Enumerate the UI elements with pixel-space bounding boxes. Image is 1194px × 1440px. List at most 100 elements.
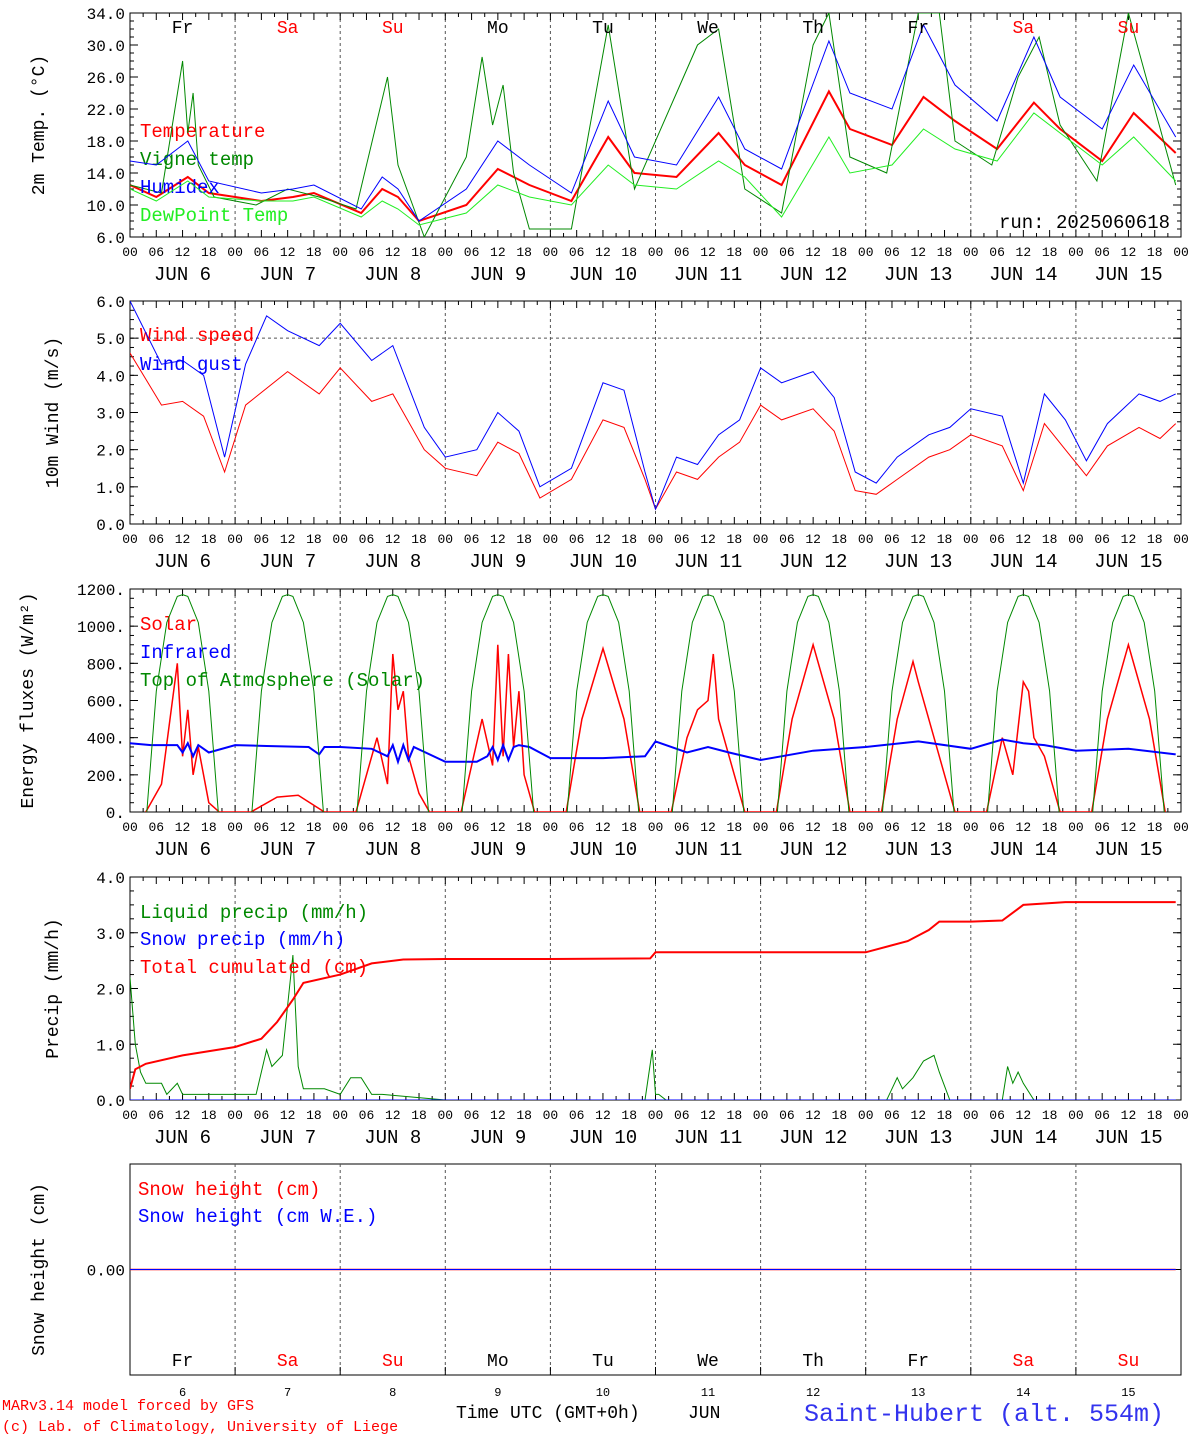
date-label: JUN 9	[469, 264, 526, 286]
date-label: JUN 13	[884, 839, 952, 861]
day-of-week-label: Sa	[1013, 1352, 1035, 1372]
hour-tick-label: 18	[937, 532, 953, 547]
hour-tick-label: 18	[516, 245, 532, 260]
hour-tick-label: 06	[254, 820, 270, 835]
date-label: JUN 11	[674, 264, 742, 286]
date-label: JUN 14	[989, 264, 1057, 286]
day-of-week-label: Fr	[172, 1352, 194, 1372]
y-axis-label: 2m Temp. (°C)	[30, 55, 50, 195]
legend-entry: Solar	[140, 614, 197, 636]
date-label: JUN 8	[364, 1127, 421, 1149]
hour-tick-label: 12	[910, 245, 926, 260]
day-of-week-label: We	[697, 19, 719, 39]
hour-tick-label: 18	[621, 532, 637, 547]
model-credit: MARv3.14 model forced by GFS	[2, 1398, 255, 1415]
hour-tick-label: 18	[832, 245, 848, 260]
hour-tick-label: 06	[359, 532, 375, 547]
series-line-top-of-atmosphere-solar	[987, 594, 1060, 812]
panel-2: 0.0 1.0 2.0 3.0 4.0 5.0 6.0 10m Wind (m/s) Wind …	[44, 294, 1189, 573]
hour-tick-label: 12	[595, 820, 611, 835]
hour-tick-label: 18	[727, 245, 743, 260]
x-axis-month: JUN	[688, 1404, 721, 1424]
date-label: JUN 15	[1094, 551, 1162, 573]
hour-tick-label: 12	[490, 820, 506, 835]
hour-tick-label: 12	[910, 532, 926, 547]
date-label: JUN 14	[989, 551, 1057, 573]
series-line-top-of-atmosphere-solar	[251, 594, 324, 812]
hour-tick-label: 00	[332, 245, 348, 260]
hour-tick-label: 18	[201, 820, 217, 835]
y-tick-label: 0.	[106, 805, 125, 823]
series-line-infrared	[130, 738, 1176, 766]
hour-tick-label: 12	[1016, 1108, 1032, 1123]
hour-tick-label: 06	[989, 1108, 1005, 1123]
hour-tick-label: 00	[1173, 1108, 1189, 1123]
hour-tick-label: 00	[227, 1108, 243, 1123]
hour-tick-label: 18	[411, 820, 427, 835]
hour-tick-label: 00	[227, 532, 243, 547]
date-label: JUN 15	[1094, 264, 1162, 286]
hour-tick-label: 00	[122, 1108, 138, 1123]
y-tick-label: 0.00	[87, 1263, 125, 1281]
series-line-wind-speed	[130, 352, 1177, 511]
hour-tick-label: 06	[884, 1108, 900, 1123]
hour-tick-label: 18	[1147, 245, 1163, 260]
hour-tick-label: 18	[1042, 1108, 1058, 1123]
hour-tick-label: 00	[543, 820, 559, 835]
date-label: JUN 9	[469, 839, 526, 861]
series-line-top-of-atmosphere-solar	[566, 594, 640, 812]
hour-tick-label: 00	[332, 532, 348, 547]
lab-credit: (c) Lab. of Climatology, University of L…	[2, 1419, 399, 1436]
hour-tick-label: 18	[832, 820, 848, 835]
hour-tick-label: 12	[595, 245, 611, 260]
hour-tick-label: 12	[280, 245, 296, 260]
hour-tick-label: 00	[858, 532, 874, 547]
hour-tick-label: 06	[254, 1108, 270, 1123]
hour-tick-label: 06	[1094, 245, 1110, 260]
hour-tick-label: 12	[490, 532, 506, 547]
date-label: JUN 7	[259, 1127, 316, 1149]
series-line-total-cumulated-cm	[130, 901, 1176, 1090]
legend-entry: Snow height (cm)	[138, 1179, 320, 1201]
hour-tick-label: 06	[1094, 1108, 1110, 1123]
y-axis-label: Energy fluxes (W/m²)	[19, 592, 39, 808]
y-tick-label: 800.	[87, 656, 125, 674]
y-tick-label: 400.	[87, 731, 125, 749]
date-label: JUN 12	[779, 839, 847, 861]
hour-tick-label: 06	[989, 245, 1005, 260]
date-label: JUN 6	[154, 1127, 211, 1149]
hour-tick-label: 12	[175, 532, 191, 547]
legend-entry: Liquid precip (mm/h)	[140, 902, 368, 924]
series-line-liquid-precip-mm-h	[130, 954, 1176, 1100]
day-of-week-label: Sa	[277, 1352, 299, 1372]
hour-tick-label: 18	[621, 820, 637, 835]
date-label: JUN 14	[989, 1127, 1057, 1149]
y-tick-label: 5.0	[96, 331, 125, 349]
hour-tick-label: 18	[306, 532, 322, 547]
hour-tick-label: 00	[753, 245, 769, 260]
hour-tick-label: 06	[779, 1108, 795, 1123]
y-tick-label: 1.0	[96, 1037, 125, 1055]
hour-tick-label: 18	[516, 532, 532, 547]
hour-tick-label: 06	[989, 532, 1005, 547]
legend-entry: Temperature	[140, 121, 265, 143]
y-axis-label: 10m Wind (m/s)	[44, 337, 64, 488]
day-of-week-label: Su	[1118, 1352, 1140, 1372]
hour-tick-label: 06	[989, 820, 1005, 835]
day-number-label: 12	[806, 1386, 820, 1400]
hour-tick-label: 06	[674, 820, 690, 835]
legend-entry: DewPoint Temp	[140, 205, 288, 227]
y-tick-label: 34.0	[87, 6, 125, 24]
hour-tick-label: 06	[148, 820, 164, 835]
date-label: JUN 10	[569, 1127, 637, 1149]
hour-tick-label: 00	[1068, 1108, 1084, 1123]
panel-1: 6.0 10.0 14.0 18.0 22.0 26.0 30.0 34.0 2m Temp. …	[30, 6, 1189, 286]
day-of-week-label: We	[697, 1352, 719, 1372]
date-label: JUN 11	[674, 551, 742, 573]
y-tick-label: 1000.	[77, 619, 125, 637]
hour-tick-label: 00	[437, 245, 453, 260]
day-of-week-label: Su	[382, 19, 404, 39]
y-tick-label: 0.0	[96, 517, 125, 535]
hour-tick-label: 18	[201, 532, 217, 547]
